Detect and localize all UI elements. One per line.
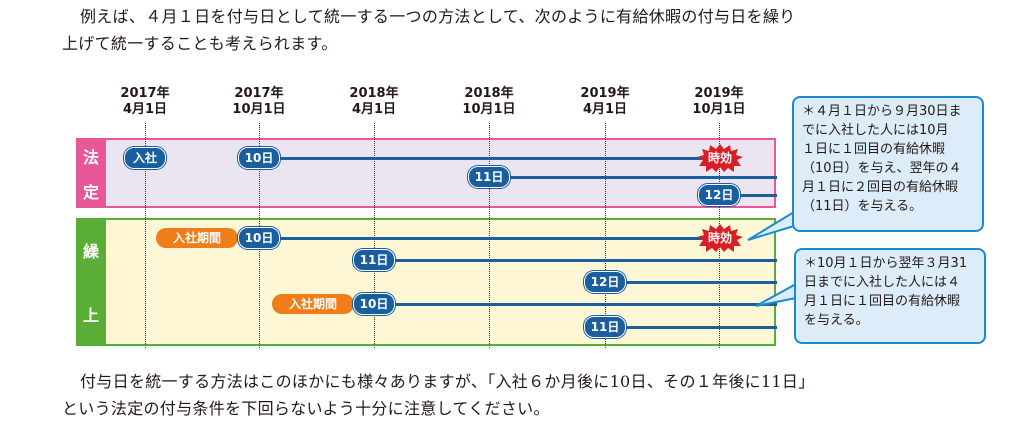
hotei-label-char: 定 bbox=[82, 182, 99, 202]
note-line: を与える。 bbox=[804, 313, 869, 328]
hotei-band bbox=[76, 138, 776, 208]
date-year: 2019年 bbox=[580, 86, 630, 101]
note-october-hires: ＊10月１日から翌年３月31 日までに入社した人には４ 月１日に１回目の有給休暇… bbox=[794, 248, 986, 344]
kuriage-grant-10a-pill: 10日 bbox=[238, 227, 280, 249]
note1-pointer-icon bbox=[747, 212, 795, 241]
intro-line-2: 上げて統一することも考えられます。 bbox=[62, 34, 338, 53]
kuriage-bar-12 bbox=[605, 281, 777, 284]
outro-line-1: 付与日を統一する方法はこのほかにも様々ありますが、「入社６か月後に10日、その１… bbox=[80, 372, 815, 391]
kuriage-label-char: 上 bbox=[82, 306, 99, 325]
date-guide-line bbox=[374, 123, 375, 348]
hotei-grant-12-pill: 12日 bbox=[698, 184, 740, 206]
date-day: 4月1日 bbox=[351, 102, 397, 117]
note-line: （11日）を与える。 bbox=[802, 199, 923, 214]
kuriage-bar-11a bbox=[374, 259, 777, 262]
kuriage-bar-10b bbox=[374, 303, 777, 306]
date-guide-line bbox=[489, 123, 490, 348]
date-year: 2019年 bbox=[694, 86, 744, 101]
note-line: 日までに入社した人には４ bbox=[804, 275, 961, 290]
date-day: 4月1日 bbox=[122, 102, 168, 117]
date-guide-line bbox=[605, 123, 606, 348]
hotei-expire-burst: 時効 bbox=[697, 144, 743, 172]
outro-line-2: という法定の付与条件を下回らないよう十分に注意してください。 bbox=[62, 399, 550, 418]
kuriage-expire-burst: 時効 bbox=[697, 224, 743, 252]
note2-pointer-icon bbox=[755, 282, 797, 307]
date-guide-line bbox=[145, 123, 146, 348]
hotei-expire-label: 時効 bbox=[707, 151, 732, 165]
kuriage-period-pill-1: 入社期間 bbox=[156, 228, 238, 248]
date-year: 2017年 bbox=[120, 86, 170, 101]
kuriage-grant-11a-pill: 11日 bbox=[353, 249, 395, 271]
date-header-2017-10: 2017年 10月1日 bbox=[214, 86, 304, 118]
hotei-bar-11 bbox=[489, 176, 777, 179]
burst-shape-icon bbox=[697, 144, 743, 172]
kuriage-grant-12-pill: 12日 bbox=[584, 271, 626, 293]
date-header-2018-10: 2018年 10月1日 bbox=[444, 86, 534, 118]
burst-shape-icon bbox=[697, 224, 743, 252]
note-line: 月１日に１回目の有給休暇 bbox=[804, 294, 961, 309]
hotei-grant-10-pill: 10日 bbox=[238, 147, 280, 169]
date-header-2019-10: 2019年 10月1日 bbox=[674, 86, 764, 118]
intro-line-1: 例えば、４月１日を付与日として統一する一つの方法として、次のように有給休暇の付与… bbox=[80, 7, 796, 26]
date-year: 2018年 bbox=[464, 86, 514, 101]
kuriage-bar-10a bbox=[259, 237, 721, 240]
note-line: １日に１回目の有給休暇 bbox=[802, 142, 946, 157]
date-day: 10月1日 bbox=[462, 102, 516, 117]
hotei-bar-10 bbox=[259, 157, 721, 160]
date-header-2018-04: 2018年 4月1日 bbox=[329, 86, 419, 118]
date-day: 4月1日 bbox=[582, 102, 628, 117]
note-line: ＊10月１日から翌年３月31 bbox=[804, 256, 968, 271]
date-header-2017-04: 2017年 4月1日 bbox=[100, 86, 190, 118]
kuriage-period-pill-2: 入社期間 bbox=[272, 294, 354, 314]
note-line: （10日）を与え、翌年の４ bbox=[802, 161, 962, 176]
note-line: ＊４月１日から９月30日ま bbox=[802, 104, 962, 119]
kuriage-grant-10b-pill: 10日 bbox=[353, 293, 395, 315]
outro-paragraph: 付与日を統一する方法はこのほかにも様々ありますが、「入社６か月後に10日、その１… bbox=[62, 368, 992, 422]
hotei-join-pill: 入社 bbox=[124, 147, 166, 169]
note-line: でに入社した人には10月 bbox=[802, 123, 949, 138]
hotei-grant-11-pill: 11日 bbox=[468, 166, 510, 188]
hotei-side-label: 法 定 bbox=[76, 138, 106, 208]
note-line: 月１日に２回目の有給休暇 bbox=[802, 180, 959, 195]
date-header-2019-04: 2019年 4月1日 bbox=[560, 86, 650, 118]
kuriage-label-char: 繰 bbox=[82, 242, 99, 261]
kuriage-grant-11b-pill: 11日 bbox=[584, 316, 626, 338]
date-day: 10月1日 bbox=[232, 102, 286, 117]
kuriage-bar-11b bbox=[605, 326, 777, 329]
hotei-label-char: 法 bbox=[82, 147, 99, 167]
hotei-bar-12 bbox=[719, 194, 777, 197]
date-year: 2018年 bbox=[349, 86, 399, 101]
date-year: 2017年 bbox=[234, 86, 284, 101]
kuriage-expire-label: 時効 bbox=[707, 231, 732, 245]
kuriage-side-label: 繰 上 bbox=[76, 218, 106, 346]
date-day: 10月1日 bbox=[692, 102, 746, 117]
intro-paragraph: 例えば、４月１日を付与日として統一する一つの方法として、次のように有給休暇の付与… bbox=[62, 3, 992, 57]
note-april-hires: ＊４月１日から９月30日ま でに入社した人には10月 １日に１回目の有給休暇 （… bbox=[792, 96, 984, 232]
